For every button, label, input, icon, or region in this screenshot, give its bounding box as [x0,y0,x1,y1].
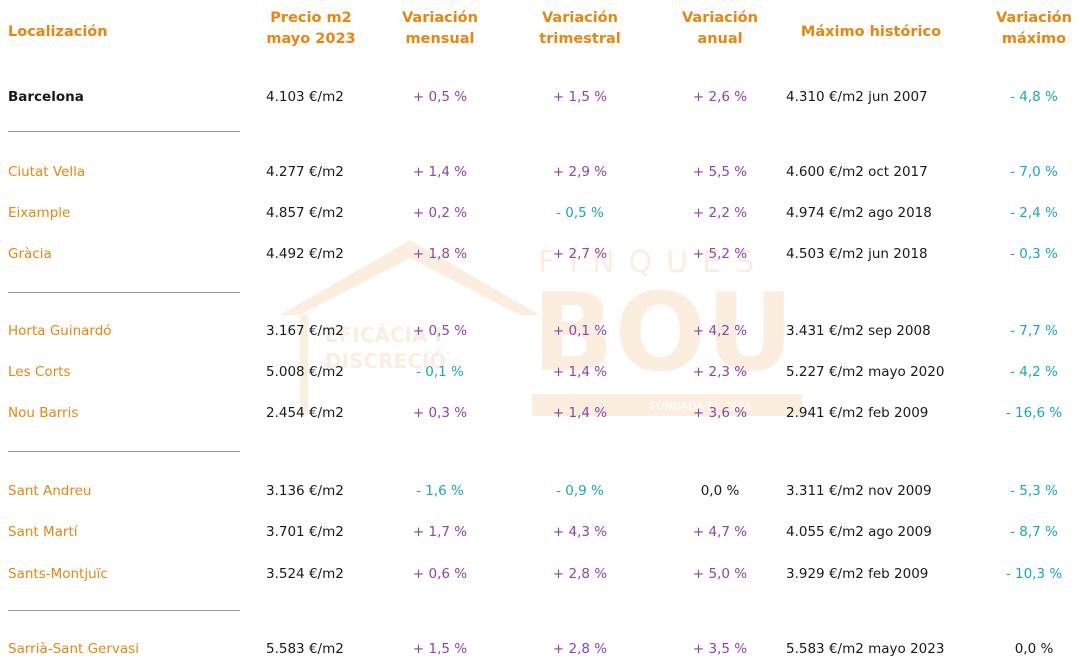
cell-location: Gràcia [8,246,52,262]
cell-quarterly: + 1,4 % [552,405,608,421]
cell-historic-max: 4.055 €/m2 ago 2009 [786,524,932,540]
table-row: Horta Guinardó 3.167 €/m2 + 0,5 % + 0,1 … [0,320,1080,342]
cell-location: Ciutat Vella [8,164,86,180]
header-price: Precio m2 mayo 2023 [266,10,356,47]
cell-price: 4.492 €/m2 [266,246,344,262]
cell-max-variation: - 4,2 % [1010,364,1058,380]
header-annual: Variación anual [682,10,758,47]
cell-max-variation: - 5,3 % [1010,483,1058,499]
cell-location: Sant Martí [8,524,78,540]
cell-annual: 0,0 % [700,483,740,499]
cell-max-variation: - 4,8 % [1010,89,1058,105]
cell-monthly: - 0,1 % [416,364,464,380]
header-max-variation: Variación máximo [996,10,1072,47]
cell-annual: + 3,5 % [692,641,748,657]
cell-location: Nou Barris [8,405,79,421]
cell-annual: + 3,6 % [692,405,748,421]
cell-annual: + 5,2 % [692,246,748,262]
cell-price: 2.454 €/m2 [266,405,344,421]
cell-max-variation: - 8,7 % [1010,524,1058,540]
cell-max-variation: - 7,0 % [1010,164,1058,180]
cell-annual: + 5,5 % [692,164,748,180]
cell-historic-max: 5.583 €/m2 mayo 2023 [786,641,945,657]
cell-quarterly: + 2,9 % [552,164,608,180]
cell-historic-max: 4.503 €/m2 jun 2018 [786,246,928,262]
cell-monthly: + 0,3 % [412,405,468,421]
cell-historic-max: 4.600 €/m2 oct 2017 [786,164,928,180]
table-row: Sarrià-Sant Gervasi 5.583 €/m2 + 1,5 % +… [0,638,1080,660]
cell-monthly: + 0,6 % [412,566,468,582]
cell-monthly: + 0,2 % [412,205,468,221]
cell-price: 5.583 €/m2 [266,641,344,657]
table-row: Sants-Montjuïc 3.524 €/m2 + 0,6 % + 2,8 … [0,563,1080,585]
header-quarterly: Variación trimestral [539,10,621,47]
cell-monthly: + 1,8 % [412,246,468,262]
cell-max-variation: - 7,7 % [1010,323,1058,339]
cell-price: 4.277 €/m2 [266,164,344,180]
cell-location: Eixample [8,205,71,221]
cell-monthly: + 1,5 % [412,641,468,657]
group-separator [8,292,240,293]
cell-location: Sarrià-Sant Gervasi [8,641,139,657]
table-row: Eixample 4.857 €/m2 + 0,2 % - 0,5 % + 2,… [0,202,1080,224]
cell-max-variation: - 10,3 % [1005,566,1063,582]
cell-annual: + 4,2 % [692,323,748,339]
cell-monthly: - 1,6 % [416,483,464,499]
table-row: Sant Andreu 3.136 €/m2 - 1,6 % - 0,9 % 0… [0,480,1080,502]
cell-location: Les Corts [8,364,71,380]
cell-historic-max: 3.431 €/m2 sep 2008 [786,323,931,339]
header-historic-max: Máximo histórico [800,24,942,40]
cell-annual: + 4,7 % [692,524,748,540]
cell-quarterly: + 0,1 % [552,323,608,339]
cell-quarterly: - 0,9 % [556,483,604,499]
cell-historic-max: 4.974 €/m2 ago 2018 [786,205,932,221]
cell-annual: + 2,3 % [692,364,748,380]
cell-historic-max: 3.929 €/m2 feb 2009 [786,566,929,582]
cell-price: 3.524 €/m2 [266,566,344,582]
cell-max-variation: - 16,6 % [1005,405,1063,421]
cell-historic-max: 5.227 €/m2 mayo 2020 [786,364,945,380]
table-row: Nou Barris 2.454 €/m2 + 0,3 % + 1,4 % + … [0,402,1080,424]
table-row: Ciutat Vella 4.277 €/m2 + 1,4 % + 2,9 % … [0,161,1080,183]
header-location: Localización [8,24,108,40]
cell-quarterly: + 2,7 % [552,246,608,262]
cell-max-variation: 0,0 % [1014,641,1054,657]
cell-quarterly: + 2,8 % [552,566,608,582]
cell-monthly: + 0,5 % [412,323,468,339]
group-separator [8,451,240,452]
cell-annual: + 2,2 % [692,205,748,221]
cell-max-variation: - 2,4 % [1010,205,1058,221]
cell-price: 4.103 €/m2 [266,89,344,105]
table-row: Gràcia 4.492 €/m2 + 1,8 % + 2,7 % + 5,2 … [0,243,1080,265]
cell-historic-max: 4.310 €/m2 jun 2007 [786,89,928,105]
table-row: Barcelona 4.103 €/m2 + 0,5 % + 1,5 % + 2… [0,86,1080,108]
cell-quarterly: + 2,8 % [552,641,608,657]
cell-price: 4.857 €/m2 [266,205,344,221]
cell-quarterly: + 1,5 % [552,89,608,105]
cell-price: 3.701 €/m2 [266,524,344,540]
cell-location: Barcelona [8,89,84,105]
group-separator [8,131,240,132]
cell-location: Sant Andreu [8,483,92,499]
cell-location: Horta Guinardó [8,323,112,339]
cell-quarterly: + 4,3 % [552,524,608,540]
cell-annual: + 5,0 % [692,566,748,582]
cell-monthly: + 1,4 % [412,164,468,180]
cell-price: 3.167 €/m2 [266,323,344,339]
table-row: Sant Martí 3.701 €/m2 + 1,7 % + 4,3 % + … [0,521,1080,543]
cell-location: Sants-Montjuïc [8,566,108,582]
cell-monthly: + 1,7 % [412,524,468,540]
header-monthly: Variación mensual [402,10,478,47]
group-separator [8,610,240,611]
cell-annual: + 2,6 % [692,89,748,105]
cell-price: 3.136 €/m2 [266,483,344,499]
cell-max-variation: - 0,3 % [1010,246,1058,262]
cell-historic-max: 3.311 €/m2 nov 2009 [786,483,932,499]
cell-price: 5.008 €/m2 [266,364,344,380]
cell-quarterly: - 0,5 % [556,205,604,221]
cell-quarterly: + 1,4 % [552,364,608,380]
table-row: Les Corts 5.008 €/m2 - 0,1 % + 1,4 % + 2… [0,361,1080,383]
cell-historic-max: 2.941 €/m2 feb 2009 [786,405,929,421]
cell-monthly: + 0,5 % [412,89,468,105]
